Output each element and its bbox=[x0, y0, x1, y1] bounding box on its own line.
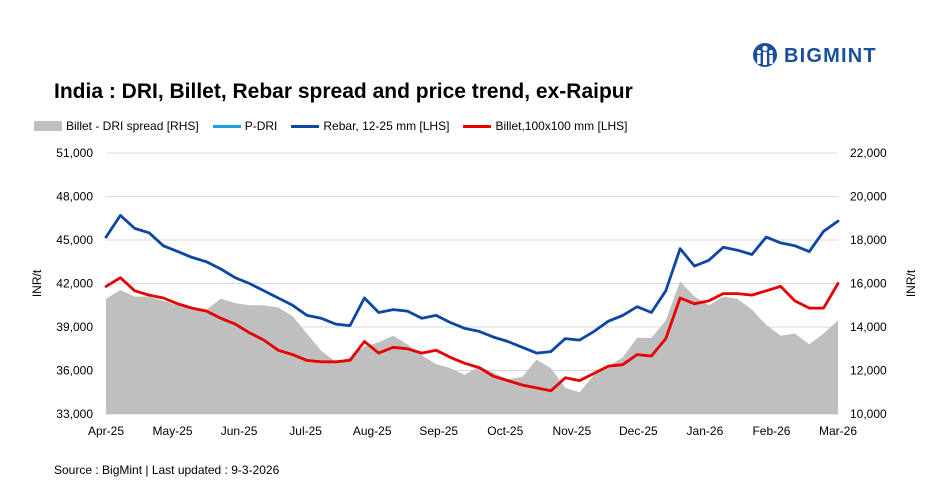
legend-swatch-spread bbox=[34, 121, 62, 131]
y-tick-label-right: 14,000 bbox=[850, 320, 887, 334]
x-tick-label: Feb-26 bbox=[752, 424, 790, 438]
series-line-billet bbox=[104, 276, 840, 393]
brand-logo: BIGMINT bbox=[752, 40, 877, 72]
legend-label-pdri: P-DRI bbox=[244, 119, 278, 133]
x-tick-label: Mar-26 bbox=[819, 424, 857, 438]
y-axis-label-left: INR/t bbox=[30, 269, 44, 297]
x-tick-label: Dec-25 bbox=[619, 424, 658, 438]
legend-swatch-billet bbox=[463, 124, 492, 128]
y-tick-label-left: 42,000 bbox=[56, 277, 93, 291]
y-tick-label-right: 10,000 bbox=[850, 407, 887, 421]
x-tick-label: May-25 bbox=[153, 424, 193, 438]
y-tick-label-left: 36,000 bbox=[56, 364, 93, 378]
y-tick-label-left: 39,000 bbox=[56, 320, 93, 334]
bigmint-logo-icon bbox=[753, 43, 777, 67]
legend-item-rebar: Rebar, 12-25 mm [LHS] bbox=[291, 119, 449, 133]
y-tick-label-left: 45,000 bbox=[56, 233, 93, 247]
source-note: Source : BigMint | Last updated : 9-3-20… bbox=[54, 463, 280, 477]
y-tick-label-left: 48,000 bbox=[56, 190, 93, 204]
legend-label-rebar: Rebar, 12-25 mm [LHS] bbox=[323, 119, 450, 133]
x-tick-label: Sep-25 bbox=[419, 424, 458, 438]
legend-label-spread: Billet - DRI spread [RHS] bbox=[66, 119, 199, 133]
legend-swatch-rebar bbox=[291, 124, 320, 128]
y-tick-label-right: 12,000 bbox=[850, 364, 887, 378]
brand-name: BIGMINT bbox=[784, 44, 877, 67]
y-tick-label-right: 16,000 bbox=[850, 277, 887, 291]
series-area-spread bbox=[106, 281, 838, 414]
series-line-rebar bbox=[104, 214, 840, 355]
y-axis-label-right: INR/t bbox=[904, 269, 918, 297]
y-tick-label-right: 18,000 bbox=[850, 233, 887, 247]
y-tick-label-right: 20,000 bbox=[850, 190, 887, 204]
y-tick-label-left: 33,000 bbox=[56, 407, 93, 421]
y-tick-label-left: 51,000 bbox=[56, 146, 93, 160]
chart-title: India : DRI, Billet, Rebar spread and pr… bbox=[54, 80, 633, 103]
y-tick-label-right: 22,000 bbox=[850, 146, 887, 160]
x-tick-label: Oct-25 bbox=[487, 424, 523, 438]
chart-legend: Billet - DRI spread [RHS] P-DRI Rebar, 1… bbox=[34, 118, 642, 134]
legend-swatch-pdri bbox=[212, 124, 241, 128]
x-tick-label: Aug-25 bbox=[353, 424, 392, 438]
x-tick-label: Jul-25 bbox=[289, 424, 322, 438]
x-tick-label: Apr-25 bbox=[88, 424, 124, 438]
legend-item-spread: Billet - DRI spread [RHS] bbox=[34, 119, 199, 133]
x-tick-label: Jun-25 bbox=[221, 424, 258, 438]
legend-item-billet: Billet,100x100 mm [LHS] bbox=[463, 119, 628, 133]
legend-label-billet: Billet,100x100 mm [LHS] bbox=[495, 119, 628, 133]
x-tick-label: Nov-25 bbox=[552, 424, 591, 438]
x-tick-label: Jan-26 bbox=[687, 424, 724, 438]
legend-item-pdri: P-DRI bbox=[212, 119, 278, 133]
